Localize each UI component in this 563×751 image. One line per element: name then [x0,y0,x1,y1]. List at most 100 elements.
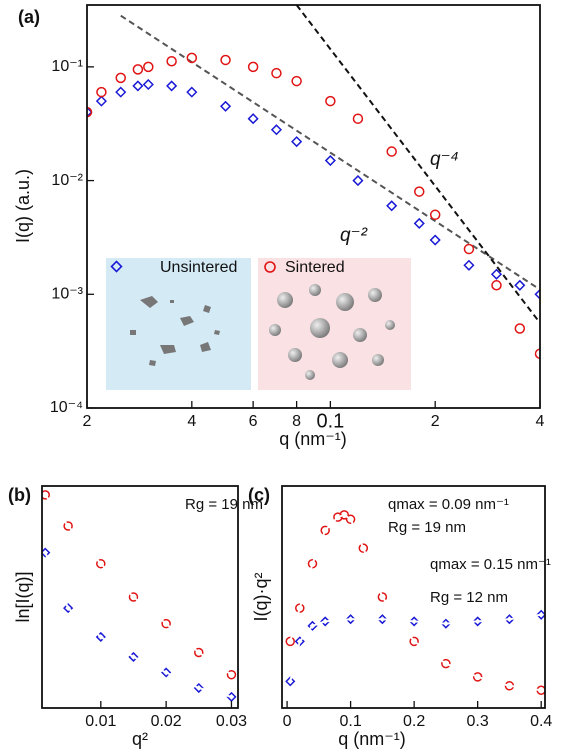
data-point [414,186,425,197]
data-point [87,106,93,118]
data-point [270,124,282,136]
data-point [95,95,107,107]
data-point [219,100,232,112]
data-point [325,95,336,107]
data-point [429,234,441,246]
data-point [295,603,305,613]
data-point [115,72,126,84]
x-tick-label: 6 [249,413,258,430]
y-tick-label: 10⁻³ [51,286,83,303]
data-point [352,175,364,187]
data-point [472,616,483,627]
plot-area [87,5,540,359]
inset-background [106,258,251,390]
data-point [285,636,296,647]
data-point [186,52,198,64]
annotation: Rg = 19 nm [388,519,466,536]
data-point [96,558,106,569]
data-point [534,348,540,359]
x-tick-label: 0.3 [467,713,489,730]
data-point [87,106,93,118]
data-point [352,113,364,124]
data-point [339,510,350,520]
data-point [534,288,540,300]
x-tick-label: 0.2 [403,713,425,730]
data-point [358,543,369,553]
sintered-inset: Sintered [258,258,411,390]
data-point [333,512,343,522]
data-point [463,243,475,255]
y-tick-label: 10⁻¹ [51,58,83,75]
data-point [166,80,178,92]
data-point [324,154,336,167]
reference-label: q⁻⁴ [430,149,459,170]
x-tick-label: 0 [283,713,292,730]
reference-label: q⁻² [340,225,368,246]
axes-frame [86,4,541,409]
aggregates [130,296,220,366]
data-point [186,86,198,98]
data-point [345,514,356,525]
data-point [320,525,330,536]
data-point [429,209,441,221]
data-point [291,136,303,148]
x-tick-label: 4 [536,413,545,430]
data-point [142,78,154,91]
data-point [132,80,144,92]
annotation: Rg = 19 nm [185,496,263,513]
data-point [115,86,127,98]
x-axis-label: q (nm⁻¹) [279,429,347,449]
data-point [377,614,388,625]
particles [269,284,395,380]
fit-line [44,494,233,676]
fit-line [289,513,542,692]
x-tick-label: 0.1 [339,713,361,730]
data-point [536,609,545,620]
x-tick-label: 4 [187,413,196,430]
x-tick-label: 0.01 [85,713,116,730]
data-point [320,616,331,627]
data-point [413,217,425,229]
y-axis-label: ln[I(q)] [13,571,33,622]
data-point [96,86,107,98]
unsintered-inset: Unsintered [106,258,251,390]
x-tick-label: 2 [431,413,440,430]
data-point [386,200,398,212]
data-point [63,603,74,614]
x-tick-label: 0.1 [316,410,344,432]
data-point [161,618,171,629]
reference-line [120,14,540,291]
data-point [220,54,231,66]
data-point [463,259,475,271]
legend-marker [264,261,276,273]
x-tick-label: 2 [83,413,92,430]
reference-line [295,5,540,324]
legend-marker [110,260,123,273]
annotation: Rg = 12 nm [430,589,508,606]
data-point [409,616,420,627]
legend-label: Sintered [285,259,345,276]
x-tick-label: 0.02 [151,713,182,730]
data-point [194,647,204,658]
panel-label: (b) [8,485,31,505]
data-point [63,521,73,531]
panel-label: (a) [18,7,40,27]
data-point [377,592,388,602]
data-point [490,268,503,280]
x-axis-label: q (nm⁻¹) [338,729,406,749]
data-point [345,614,356,625]
data-point [271,67,282,79]
plot-area [285,510,545,695]
axes-frame [41,485,239,709]
y-axis-label: I(q)·q² [251,572,271,621]
data-point [247,61,259,73]
x-tick-label: 8 [292,413,301,430]
data-point [307,558,318,569]
x-axis-label: q² [132,729,148,749]
y-tick-label: 10⁻² [51,172,83,189]
annotation: qmax = 0.15 nm⁻¹ [430,556,551,573]
data-point [166,56,177,67]
data-point [247,113,259,125]
annotation: qmax = 0.09 nm⁻¹ [388,496,509,513]
